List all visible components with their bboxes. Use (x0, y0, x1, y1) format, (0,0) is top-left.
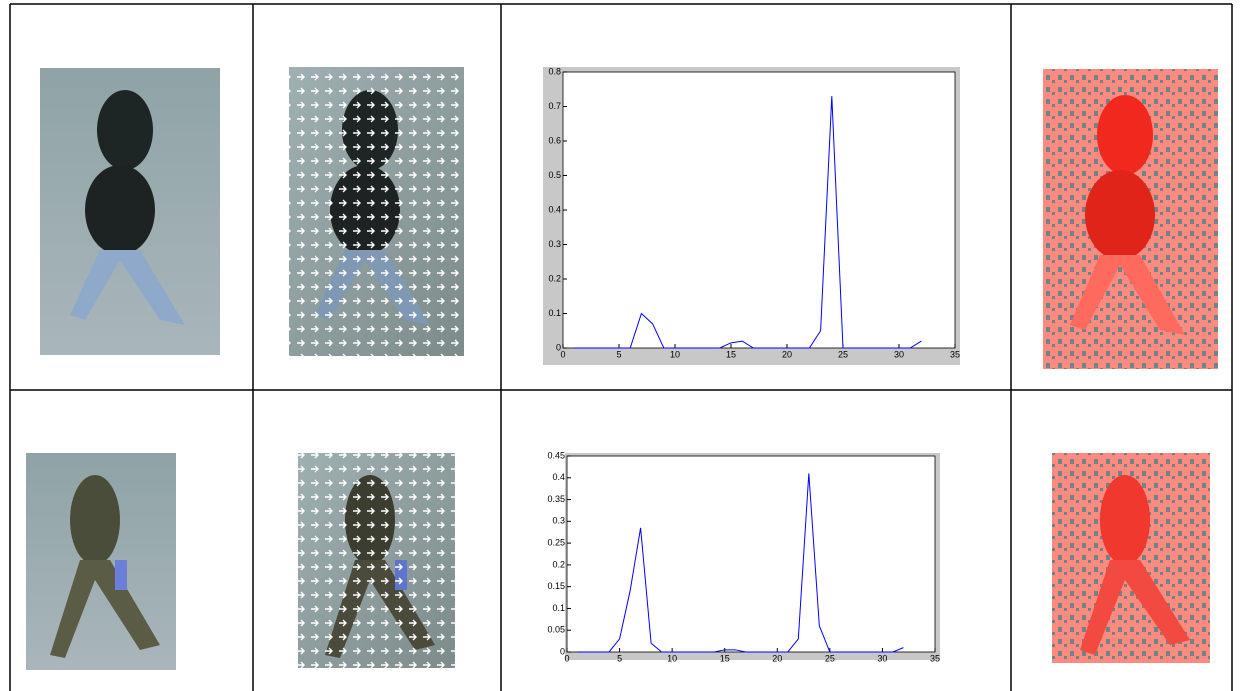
saliency-image (1043, 69, 1218, 369)
y-tick-label: 0.45 (547, 450, 565, 460)
y-tick-label: 0.7 (548, 101, 561, 111)
gradient-image (298, 453, 455, 668)
saliency-image (1052, 453, 1210, 663)
x-tick-label: 20 (772, 653, 782, 663)
y-tick-label: 0.6 (548, 135, 561, 145)
y-tick-label: 0.05 (547, 625, 565, 635)
y-tick-label: 0.5 (548, 170, 561, 180)
x-tick-label: 25 (838, 349, 848, 359)
data-line (574, 96, 922, 349)
x-tick-label: 15 (720, 653, 730, 663)
x-tick-label: 0 (564, 653, 569, 663)
x-tick-label: 10 (667, 653, 677, 663)
table-borders (9, 3, 1233, 691)
x-tick-label: 30 (877, 653, 887, 663)
pedestrian-image (26, 453, 176, 670)
y-tick-label: 0.3 (552, 516, 565, 526)
x-tick-label: 30 (894, 349, 904, 359)
pedestrian-image (40, 68, 220, 355)
y-tick-label: 0 (556, 342, 561, 352)
y-tick-label: 0.4 (552, 472, 565, 482)
y-tick-label: 0.25 (547, 537, 565, 547)
y-tick-label: 0.1 (552, 603, 565, 613)
x-tick-label: 20 (782, 349, 792, 359)
data-line (577, 473, 904, 653)
plot-area (566, 455, 936, 653)
y-tick-label: 0.2 (552, 559, 565, 569)
gradient-image (289, 67, 464, 356)
x-tick-label: 5 (616, 349, 621, 359)
y-tick-label: 0.2 (548, 273, 561, 283)
x-tick-label: 10 (670, 349, 680, 359)
y-tick-label: 0.35 (547, 494, 565, 504)
y-tick-label: 0 (560, 646, 565, 656)
y-tick-label: 0.1 (548, 308, 561, 318)
x-tick-label: 35 (950, 349, 960, 359)
plot-area (562, 71, 956, 349)
x-tick-label: 25 (825, 653, 835, 663)
x-tick-label: 5 (617, 653, 622, 663)
y-tick-label: 0.3 (548, 239, 561, 249)
y-tick-label: 0.8 (548, 66, 561, 76)
y-tick-label: 0.15 (547, 581, 565, 591)
x-tick-label: 15 (726, 349, 736, 359)
x-tick-label: 35 (930, 653, 940, 663)
x-tick-label: 0 (560, 349, 565, 359)
y-tick-label: 0.4 (548, 204, 561, 214)
